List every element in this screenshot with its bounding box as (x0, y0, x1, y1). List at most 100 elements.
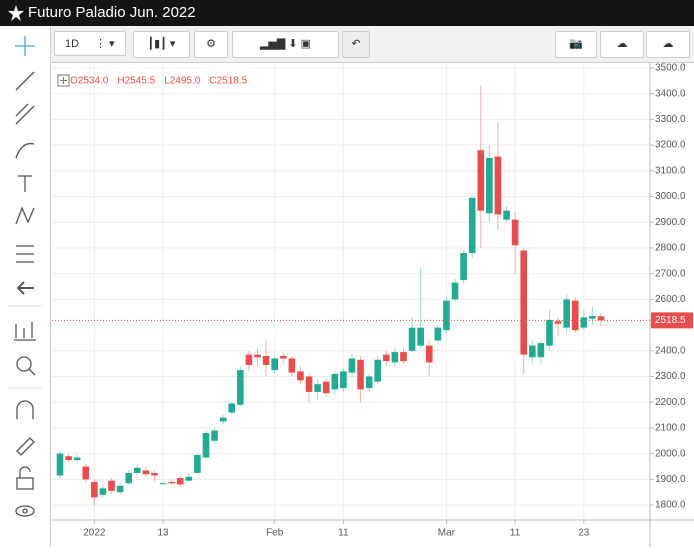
toolbar: 1D ⋮ ▾ ┃▮┃ ▾ ⚙ ▂▅▇ ⬇ ▣ ↶ 📷 ☁ ☁ (0, 26, 694, 63)
candle-body (529, 345, 536, 358)
candle-body (486, 157, 493, 214)
ohlc-value: H2545.5 (117, 76, 155, 87)
y-tick-label: 1900.0 (655, 474, 686, 485)
candle-body (279, 355, 287, 359)
y-tick-label: 1800.0 (655, 500, 686, 511)
candle-body (142, 470, 150, 475)
y-tick-label: 2300.0 (655, 371, 686, 382)
candle-body (443, 300, 450, 331)
candle-body (73, 457, 81, 461)
candle-body (494, 156, 502, 215)
candle-body (468, 197, 476, 254)
candle-body (365, 376, 373, 389)
settings[interactable]: ⚙ (194, 31, 228, 58)
candle-body (477, 150, 485, 211)
x-tick-label: Mar (438, 528, 456, 539)
candle-body (228, 403, 236, 413)
chart-type[interactable]: ┃▮┃ ▾ (133, 31, 190, 58)
candle-body (237, 370, 244, 405)
y-tick-label: 2000.0 (655, 448, 686, 459)
load[interactable]: ☁ (600, 31, 644, 58)
candle-body (580, 317, 588, 328)
candle-body (194, 454, 201, 473)
y-tick-label: 3200.0 (655, 140, 686, 151)
candle-body (133, 467, 141, 473)
ohlc-value: C2518.5 (209, 76, 247, 87)
candle-body (305, 376, 313, 392)
ohlc-value: L2495.0 (164, 76, 201, 87)
screenshot[interactable]: 📷 (555, 31, 597, 58)
y-tick-label: 2700.0 (655, 268, 686, 279)
interval: 1D (65, 38, 80, 50)
candle-body (91, 481, 98, 498)
y-tick-label: 2100.0 (655, 423, 686, 434)
candle-body (254, 354, 261, 358)
candle-body (563, 299, 570, 328)
candle-body (348, 358, 356, 373)
candle-body (571, 300, 579, 331)
candle-body (417, 327, 424, 346)
candle-body (168, 481, 175, 484)
candle-body (408, 327, 416, 351)
candle-body (425, 345, 433, 363)
candle-body (262, 355, 270, 365)
x-tick-label: 13 (157, 528, 169, 539)
candle-body (383, 354, 390, 362)
y-tick-label: 3300.0 (655, 114, 686, 125)
candle-body (503, 210, 510, 220)
last-price-box (651, 312, 693, 329)
star-icon[interactable] (7, 4, 25, 22)
candle-body (340, 371, 347, 389)
y-tick-label: 2600.0 (655, 294, 686, 305)
candle-body (56, 453, 64, 476)
candle-body (357, 359, 364, 390)
indicators[interactable]: ▂▅▇ ⬇ ▣ (232, 31, 339, 58)
drawing-tools (0, 26, 51, 547)
candle-body (434, 327, 442, 341)
candle-body (271, 358, 278, 371)
candle-body (589, 316, 596, 319)
candle-body (297, 371, 304, 381)
title: Futuro Paladio Jun. 2022 (28, 4, 196, 21)
x-tick-label: Feb (266, 528, 284, 539)
candle-body (211, 430, 218, 441)
candle-body (125, 472, 132, 484)
candle-body (176, 478, 184, 485)
candle-body (546, 319, 553, 346)
grid (52, 62, 650, 520)
candle-body (511, 219, 519, 246)
candle-body (245, 354, 253, 365)
candle-body (159, 483, 167, 485)
candle-body (219, 417, 227, 422)
ohlc-value: O2534.0 (70, 76, 109, 87)
candle-body (400, 352, 407, 362)
x-tick-label: 2022 (83, 528, 106, 539)
candle-body (151, 472, 158, 476)
candle-body (391, 352, 399, 363)
candle-body (116, 485, 124, 493)
y-tick-label: 2200.0 (655, 397, 686, 408)
last-price-label: 2518.5 (655, 315, 686, 326)
candle-body (597, 316, 605, 321)
y-tick-label: 2400.0 (655, 345, 686, 356)
candle-body (460, 253, 467, 281)
y-tick-label: 3100.0 (655, 165, 686, 176)
candle-body (374, 359, 382, 382)
candle-body (185, 476, 193, 481)
y-tick-label: 2900.0 (655, 217, 686, 228)
save[interactable]: ☁ (646, 31, 690, 58)
legend-toggle[interactable] (57, 74, 70, 87)
y-tick-label: 3000.0 (655, 191, 686, 202)
candle-body (288, 358, 296, 373)
interval-select[interactable]: 1D ⋮ ▾ (54, 31, 126, 56)
undo[interactable]: ↶ (342, 31, 370, 58)
candle-body (82, 466, 90, 480)
candle-body (331, 373, 339, 390)
candle-body (108, 480, 115, 491)
y-tick-label: 2800.0 (655, 243, 686, 254)
candle-body (322, 381, 330, 394)
candle-body (202, 433, 210, 458)
y-tick-label: 3400.0 (655, 88, 686, 99)
